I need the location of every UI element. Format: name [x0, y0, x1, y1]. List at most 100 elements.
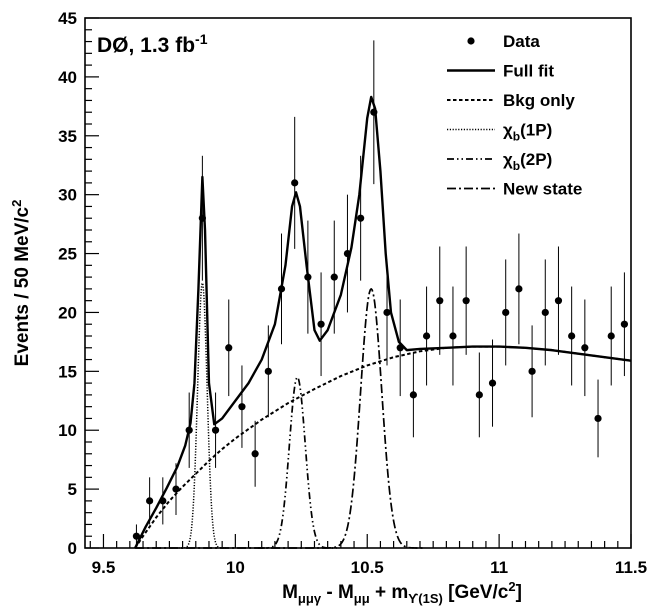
label-part: (2P)	[520, 150, 552, 169]
data-point	[568, 286, 576, 386]
plot-area	[84, 17, 632, 549]
legend-item-fullfit: Full fit	[447, 62, 554, 81]
data-point	[357, 155, 365, 281]
data-marker	[225, 344, 233, 352]
x-tick-label: 11	[490, 558, 508, 577]
fit-curves	[134, 95, 632, 549]
data-point	[198, 155, 206, 281]
legend-label: Bkg only	[503, 91, 575, 110]
legend-item-bkg: Bkg only	[447, 91, 575, 110]
data-point	[330, 220, 338, 334]
data-marker	[370, 108, 378, 116]
x-axis-label: Mμμγ - Mμμ + mϒ(1S) [GeV/c2]	[282, 579, 522, 606]
legend-item-newstate: New state	[447, 180, 582, 199]
label-part: μμγ	[298, 591, 322, 606]
data-marker	[502, 308, 510, 317]
y-tick-label: 10	[58, 421, 77, 440]
data-point	[211, 392, 220, 468]
data-point	[132, 524, 141, 548]
data-marker	[568, 332, 576, 340]
y-tick-label: 30	[58, 186, 77, 205]
data-marker	[132, 532, 141, 540]
chi1p-curve	[178, 282, 227, 549]
data-marker	[291, 179, 299, 187]
legend-label: Full fit	[503, 62, 554, 81]
data-point	[541, 259, 549, 366]
label-part: M	[282, 582, 298, 603]
legend-marker	[467, 37, 475, 45]
data-marker	[515, 285, 523, 293]
label-part: b	[513, 130, 520, 144]
data-marker	[264, 367, 272, 375]
legend-item-chi2p: χb(2P)	[447, 150, 552, 173]
data-point	[449, 286, 457, 386]
y-tick-label: 25	[58, 245, 77, 264]
data-point	[225, 299, 233, 397]
legend-label: Data	[503, 32, 540, 51]
label-part: Bkg only	[503, 91, 575, 110]
data-point	[370, 40, 378, 185]
data-point	[554, 246, 563, 355]
data-point	[422, 286, 431, 386]
data-marker	[422, 332, 431, 340]
data-point	[264, 325, 272, 418]
data-marker	[317, 320, 325, 328]
label-part: ]	[516, 582, 522, 603]
ylabel-main: Events / 50 MeV/c	[12, 206, 33, 366]
y-tick-label: 45	[58, 9, 77, 28]
data-point	[396, 299, 404, 397]
data-point	[462, 246, 470, 355]
legend: Data Full fit Bkg only χb(1P) χb(2P) New stat…	[447, 32, 582, 199]
data-point	[607, 286, 615, 386]
data-marker	[343, 249, 352, 258]
plot-frame	[84, 17, 632, 549]
y-tick-label: 15	[58, 362, 77, 381]
data-point	[304, 220, 312, 334]
data-marker	[436, 297, 444, 305]
label-part: New state	[503, 180, 582, 199]
y-tick-label: 35	[58, 127, 77, 146]
annotation-main: DØ, 1.3 fb	[97, 34, 195, 57]
data-marker	[251, 450, 259, 458]
data-marker	[277, 285, 286, 293]
legend-label: χb(1P)	[503, 121, 552, 144]
x-tick-label: 10	[226, 558, 245, 577]
label-part: - M	[321, 582, 354, 603]
y-tick-label: 40	[58, 68, 77, 87]
data-marker	[620, 320, 629, 328]
label-part: Data	[503, 32, 540, 51]
data-marker	[554, 297, 563, 305]
label-part: χ	[503, 150, 513, 169]
data-point	[383, 259, 391, 366]
data-point	[317, 272, 325, 377]
fullfit-curve	[134, 95, 632, 549]
label-part: ϒ(1S)	[408, 591, 443, 606]
x-tick-label: 9.5	[92, 558, 116, 577]
data-point	[251, 420, 259, 487]
data-point	[620, 272, 629, 377]
label-part: Full fit	[503, 62, 554, 81]
data-point	[172, 463, 180, 516]
data-point	[488, 339, 497, 427]
data-point	[502, 259, 510, 366]
axis-ticks	[85, 17, 632, 549]
data-point	[475, 352, 483, 438]
legend-item-chi1p: χb(1P)	[447, 121, 552, 144]
data-marker	[449, 332, 457, 340]
y-tick-label: 0	[68, 539, 77, 558]
data-marker	[488, 379, 497, 387]
data-marker	[198, 214, 206, 222]
data-marker	[607, 332, 615, 340]
data-point	[238, 365, 246, 448]
data-point	[185, 392, 193, 468]
data-marker	[146, 497, 154, 505]
data-marker	[462, 297, 470, 305]
data-marker	[475, 391, 483, 399]
data-marker	[581, 344, 589, 352]
data-point	[528, 325, 536, 418]
data-point	[343, 194, 352, 313]
data-points	[132, 40, 629, 548]
data-marker	[594, 414, 602, 423]
data-marker	[330, 273, 338, 281]
data-point	[581, 299, 589, 397]
